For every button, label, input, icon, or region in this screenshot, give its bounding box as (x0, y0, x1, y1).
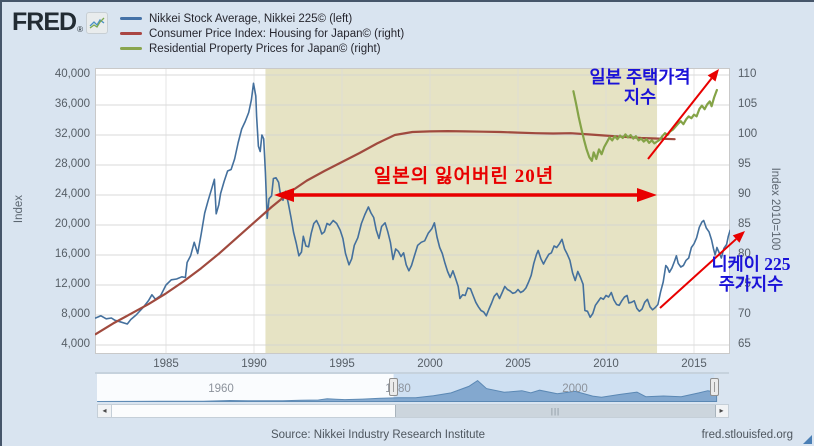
legend-label: Nikkei Stock Average, Nikkei 225© (left) (149, 12, 353, 25)
y-axis-tick-right: 90 (738, 188, 751, 200)
y-axis-tick-right: 80 (738, 248, 751, 260)
overview-area-series (97, 379, 718, 402)
overview-left-handle[interactable] (389, 378, 398, 396)
series-line-1 (95, 130, 676, 336)
y-axis-tick-left: 12,000 (54, 278, 90, 290)
x-axis-tick: 2005 (505, 358, 531, 370)
fred-logo-text: FRED (12, 8, 77, 36)
y-axis-tick-left: 28,000 (54, 158, 90, 170)
overview-mini-chart[interactable] (95, 372, 731, 404)
overview-right-handle[interactable] (710, 378, 719, 396)
x-axis-tick: 2015 (681, 358, 707, 370)
y-axis-tick-left: 36,000 (54, 98, 90, 110)
series-line-0 (95, 82, 730, 325)
x-axis-tick: 1995 (329, 358, 355, 370)
legend-item-0[interactable]: Nikkei Stock Average, Nikkei 225© (left) (120, 11, 404, 26)
annotation-nikkei-225-label: 니케이 225 주가지수 (690, 254, 812, 294)
x-axis-tick: 2000 (417, 358, 443, 370)
y-axis-tick-left: 20,000 (54, 218, 90, 230)
overview-scrollbar[interactable]: ◂ ▸ ||| (97, 404, 729, 418)
legend-label: Residential Property Prices for Japan© (… (149, 42, 381, 55)
overview-year-label: 2000 (562, 383, 588, 395)
chart-legend: Nikkei Stock Average, Nikkei 225© (left)… (120, 11, 404, 56)
annotation-housing-price-label: 일본 주택가격 지수 (558, 67, 722, 107)
y-axis-tick-right: 65 (738, 338, 751, 350)
annotation-line: 지수 (623, 86, 657, 107)
annotation-line: 일본 주택가격 (589, 67, 691, 87)
scrollbar-thumb[interactable]: ||| (395, 405, 716, 417)
y-axis-tick-right: 85 (738, 218, 751, 230)
source-text: Source: Nikkei Industry Research Institu… (270, 429, 486, 441)
overview-year-label: 1980 (385, 383, 411, 395)
scrollbar-grip-icon: ||| (550, 407, 561, 416)
y-axis-tick-right: 70 (738, 308, 751, 320)
plot-border (95, 68, 730, 354)
fred-site-link[interactable]: fred.stlouisfed.org (701, 429, 793, 441)
x-axis-tick: 1990 (241, 358, 267, 370)
x-axis-tick: 1985 (153, 358, 179, 370)
left-axis-title: Index (13, 194, 25, 224)
y-axis-tick-right: 100 (738, 128, 758, 140)
registered-mark: ® (77, 25, 83, 34)
y-axis-tick-right: 110 (738, 68, 757, 80)
y-axis-tick-right: 95 (738, 158, 751, 170)
main-chart[interactable] (95, 68, 730, 354)
y-axis-tick-left: 16,000 (54, 248, 90, 260)
y-axis-tick-left: 8,000 (61, 308, 90, 320)
legend-item-2[interactable]: Residential Property Prices for Japan© (… (120, 41, 404, 56)
x-axis-tick: 2010 (593, 358, 619, 370)
y-axis-tick-left: 4,000 (61, 338, 90, 350)
right-axis-title: Index 2010=100 (769, 167, 781, 251)
sparkline-icon (85, 11, 108, 34)
fred-logo[interactable]: FRED ® (12, 8, 108, 37)
annotation-line: 주가지수 (718, 273, 784, 294)
annotation-lost-20-years-label: 일본의 잃어버린 20년 (373, 166, 555, 187)
y-axis-tick-left: 24,000 (54, 188, 90, 200)
legend-swatch (120, 32, 142, 35)
y-axis-tick-left: 32,000 (54, 128, 90, 140)
annotation-line: 니케이 225 (711, 254, 791, 274)
resize-corner-icon[interactable] (803, 435, 812, 444)
overview-year-label: 1960 (208, 383, 234, 395)
y-axis-tick-right: 105 (738, 98, 758, 110)
legend-label: Consumer Price Index: Housing for Japan©… (149, 27, 405, 40)
legend-item-1[interactable]: Consumer Price Index: Housing for Japan©… (120, 26, 404, 41)
y-axis-tick-right: 75 (738, 278, 751, 290)
legend-swatch (120, 47, 142, 50)
scrollbar-right-button[interactable]: ▸ (714, 405, 728, 417)
legend-swatch (120, 17, 142, 20)
nikkei-225-arrow-head (732, 231, 745, 243)
lost-decades-highlight-region (265, 68, 658, 354)
y-axis-tick-left: 40,000 (54, 68, 90, 80)
scrollbar-left-button[interactable]: ◂ (98, 405, 112, 417)
